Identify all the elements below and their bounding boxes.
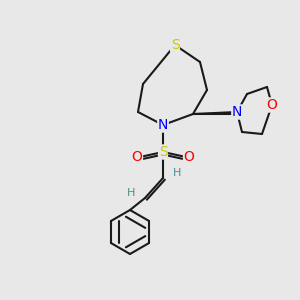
Text: S: S: [171, 38, 179, 52]
Text: N: N: [158, 118, 168, 132]
Text: N: N: [232, 105, 242, 119]
Text: O: O: [184, 150, 194, 164]
Text: S: S: [159, 145, 167, 159]
Text: H: H: [127, 188, 135, 198]
Text: O: O: [267, 98, 278, 112]
Text: H: H: [173, 168, 181, 178]
Text: O: O: [132, 150, 142, 164]
